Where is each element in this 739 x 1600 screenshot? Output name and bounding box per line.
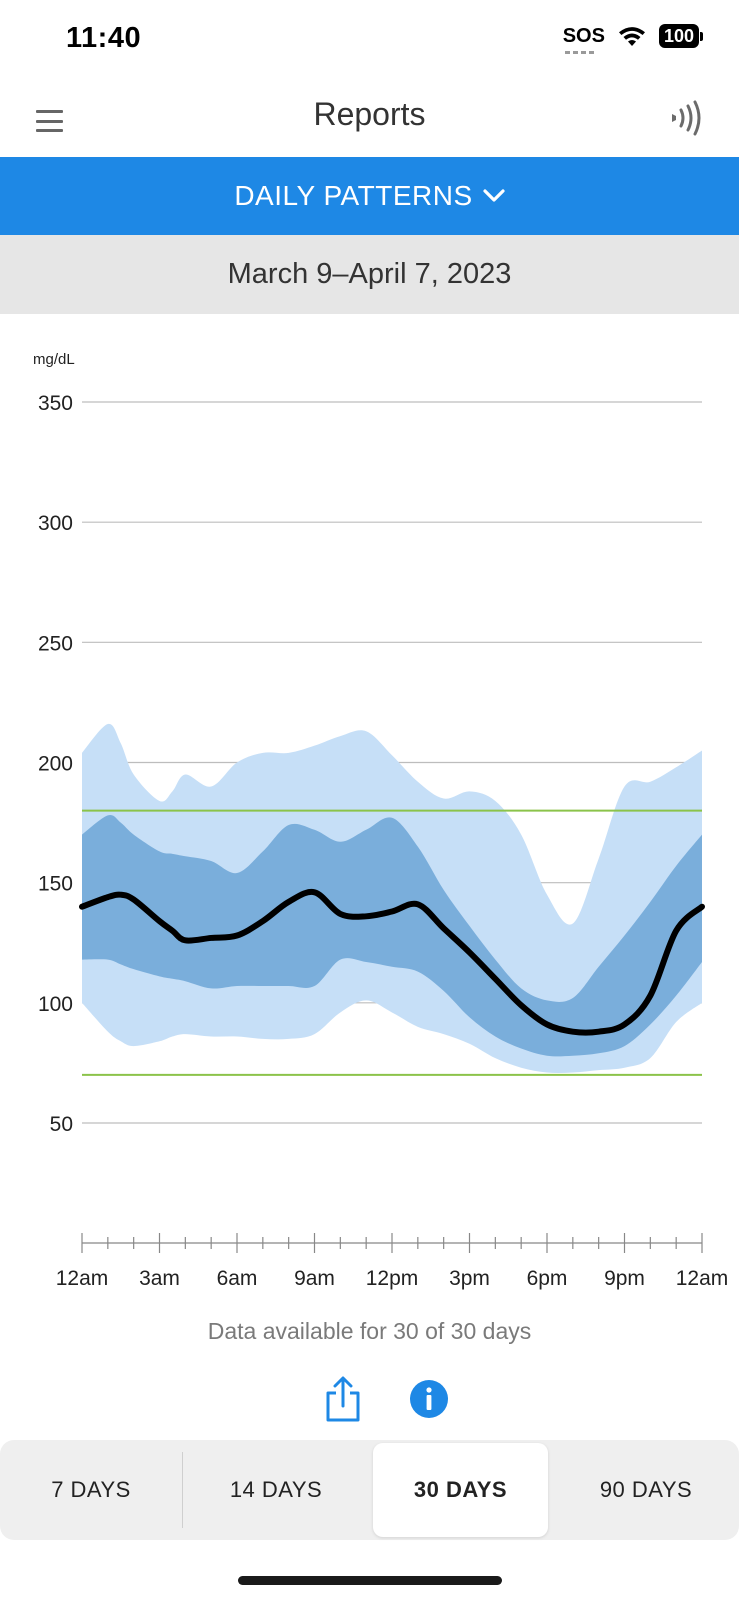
y-axis-unit-label: mg/dL xyxy=(33,351,75,368)
median-line xyxy=(79,888,705,1036)
hamburger-menu-icon[interactable] xyxy=(36,110,63,132)
x-tick-label-8: 12am xyxy=(676,1267,729,1290)
info-icon[interactable] xyxy=(410,1380,448,1418)
data-available-text: Data available for 30 of 30 days xyxy=(207,1318,532,1344)
y-tick-label-50: 50 xyxy=(50,1113,73,1136)
date-range-label: March 9–April 7, 2023 xyxy=(227,258,512,290)
segment-14-days[interactable]: 14 DAYS xyxy=(183,1440,369,1540)
segment-7-days[interactable]: 7 DAYS xyxy=(0,1440,182,1540)
date-range-bar: March 9–April 7, 2023 xyxy=(0,235,739,314)
x-tick-label-5: 3pm xyxy=(449,1267,490,1290)
share-icon[interactable] xyxy=(324,1376,362,1422)
chart-svg: mg/dL 50 100 150 200 250 300 350 12am 3am 6am 9am 12… xyxy=(33,351,729,1290)
segment-90-days[interactable]: 90 DAYS xyxy=(553,1440,739,1540)
battery-indicator: 100 xyxy=(658,24,703,48)
status-bar: 11:40 SOS 100 xyxy=(0,0,739,80)
x-tick-label-0: 12am xyxy=(56,1267,109,1290)
y-tick-label-250: 250 xyxy=(38,632,73,655)
daily-patterns-chart: mg/dL 50 100 150 200 250 300 350 12am 3am 6am 9am 12… xyxy=(0,314,739,1294)
segment-label: 14 DAYS xyxy=(229,1477,323,1502)
action-row xyxy=(0,1376,739,1424)
app-header: Reports xyxy=(0,80,739,157)
x-tick-label-2: 6am xyxy=(217,1267,258,1290)
battery-level: 100 xyxy=(658,24,699,48)
battery-nub xyxy=(700,31,703,41)
status-time: 11:40 xyxy=(66,22,142,54)
sos-dots-icon xyxy=(564,50,597,54)
segment-30-days[interactable]: 30 DAYS xyxy=(373,1443,548,1537)
segment-label: 7 DAYS xyxy=(51,1477,131,1502)
segment-label: 90 DAYS xyxy=(599,1477,693,1502)
home-indicator[interactable] xyxy=(238,1576,502,1585)
x-tick-label-1: 3am xyxy=(139,1267,180,1290)
y-tick-label-150: 150 xyxy=(38,873,73,896)
x-tick-label-6: 6pm xyxy=(527,1267,568,1290)
y-tick-label-200: 200 xyxy=(38,753,73,776)
segment-label: 30 DAYS xyxy=(413,1477,508,1502)
segment-divider xyxy=(182,1452,183,1528)
x-tick-label-7: 9pm xyxy=(604,1267,645,1290)
period-segmented-control: 7 DAYS 14 DAYS 30 DAYS 90 DAYS xyxy=(0,1440,739,1540)
x-tick-label-3: 9am xyxy=(294,1267,335,1290)
page-title: Reports xyxy=(313,96,426,132)
wifi-icon xyxy=(618,27,645,46)
y-tick-label-350: 350 xyxy=(38,392,73,415)
y-tick-label-300: 300 xyxy=(38,512,73,535)
sos-indicator: SOS xyxy=(562,24,605,54)
chevron-down-icon xyxy=(483,189,505,202)
report-selector-label: DAILY PATTERNS xyxy=(234,180,473,211)
nfc-scan-icon[interactable] xyxy=(669,100,705,136)
y-tick-label-100: 100 xyxy=(38,993,73,1016)
status-icons: SOS 100 xyxy=(562,24,703,54)
report-selector[interactable]: DAILY PATTERNS xyxy=(0,157,739,235)
inner-percentile-band xyxy=(82,814,702,1057)
sos-label: SOS xyxy=(562,24,605,47)
x-tick-label-4: 12pm xyxy=(366,1267,419,1290)
